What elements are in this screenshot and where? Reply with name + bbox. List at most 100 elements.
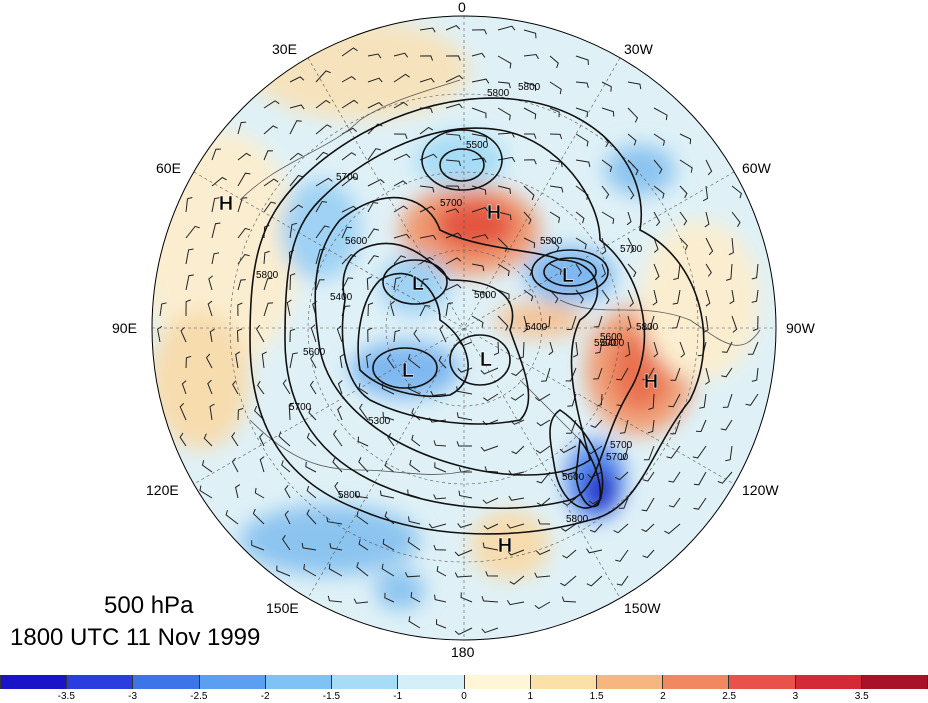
wind-barb bbox=[506, 600, 525, 606]
wind-barb bbox=[653, 341, 659, 358]
colorbar-segment bbox=[265, 675, 333, 689]
wind-barb bbox=[625, 341, 631, 358]
contour-label: 5800 bbox=[636, 322, 659, 333]
wind-barb bbox=[497, 237, 508, 252]
wind-barb bbox=[549, 133, 563, 140]
colorbar-segment bbox=[795, 675, 862, 689]
wind-barb bbox=[341, 76, 356, 83]
wind-barb bbox=[523, 81, 536, 91]
wind-barb bbox=[601, 81, 612, 92]
wind-barb bbox=[289, 328, 296, 343]
wind-barb bbox=[386, 354, 395, 369]
wind-barb bbox=[693, 497, 707, 510]
wind-barb bbox=[408, 383, 421, 395]
wind-barb bbox=[642, 549, 655, 559]
colorbar-tick-label: -3.5 bbox=[57, 691, 75, 702]
wind-barb bbox=[336, 325, 343, 343]
wind-barb bbox=[586, 575, 603, 587]
colorbar-tick-label: 3 bbox=[792, 691, 799, 702]
lon-label-120w: 120W bbox=[742, 482, 779, 498]
wind-barb bbox=[641, 497, 655, 512]
wind-barb bbox=[705, 237, 714, 256]
wind-barb bbox=[705, 367, 710, 385]
lon-label-90w: 90W bbox=[786, 320, 815, 336]
lon-label-90e: 90E bbox=[112, 320, 137, 336]
wind-barb bbox=[341, 176, 359, 187]
lon-label-60e: 60E bbox=[156, 160, 181, 176]
wind-barb bbox=[745, 393, 759, 406]
wind-barb bbox=[259, 456, 265, 473]
wind-barb bbox=[643, 445, 655, 461]
wind-barb bbox=[205, 353, 213, 369]
wind-barb bbox=[301, 542, 317, 551]
wind-barb bbox=[587, 471, 603, 479]
wind-barb bbox=[365, 353, 372, 369]
wind-barb bbox=[601, 159, 613, 173]
contour-label: 5400 bbox=[330, 292, 353, 303]
colorbar-segment bbox=[332, 675, 399, 689]
contour-label: 5700 bbox=[606, 452, 629, 463]
wind-barb bbox=[601, 263, 606, 278]
wind-barb bbox=[419, 77, 435, 83]
wind-barb bbox=[315, 99, 331, 109]
wind-barbs bbox=[157, 25, 759, 635]
wind-barb bbox=[575, 81, 589, 89]
wind-barb bbox=[393, 101, 408, 109]
wind-barb bbox=[618, 497, 629, 509]
pressure-level-caption: 500 hPa bbox=[104, 592, 194, 619]
lon-label-150w: 150W bbox=[624, 600, 661, 616]
wind-barb bbox=[358, 457, 369, 473]
wind-barb bbox=[471, 157, 487, 163]
wind-barb bbox=[384, 592, 395, 603]
wind-barb bbox=[670, 367, 681, 381]
wind-barb bbox=[679, 211, 688, 226]
wind-barb bbox=[670, 419, 681, 435]
wind-barb bbox=[433, 544, 447, 551]
valid-time-caption: 1800 UTC 11 Nov 1999 bbox=[10, 624, 261, 651]
high-pressure-label: H bbox=[219, 193, 233, 215]
wind-barb bbox=[575, 107, 588, 117]
wind-barb bbox=[337, 380, 343, 395]
wind-barb bbox=[679, 341, 686, 358]
wind-barb bbox=[236, 328, 243, 343]
wind-barb bbox=[586, 548, 603, 554]
wind-barb bbox=[225, 509, 239, 525]
wind-barb bbox=[185, 355, 192, 369]
wind-barb bbox=[668, 471, 681, 483]
wind-barb bbox=[235, 484, 241, 499]
wind-barb bbox=[536, 471, 551, 484]
wind-barb bbox=[305, 461, 317, 473]
wind-barb bbox=[235, 351, 241, 369]
wind-barb bbox=[523, 211, 532, 225]
wind-barb bbox=[705, 289, 711, 307]
wind-barb bbox=[679, 133, 692, 145]
wind-barb bbox=[471, 78, 490, 84]
contour-label: 5300 bbox=[368, 416, 391, 427]
wind-barb bbox=[339, 353, 345, 369]
wind-barb bbox=[179, 402, 187, 421]
wind-barb bbox=[315, 279, 325, 291]
wind-barb bbox=[497, 25, 516, 31]
wind-barb bbox=[692, 445, 707, 459]
wind-barb bbox=[419, 55, 434, 61]
wind-barb bbox=[480, 367, 499, 375]
wind-barb bbox=[237, 253, 250, 265]
wind-barb bbox=[751, 289, 759, 303]
wind-barb bbox=[256, 380, 265, 395]
wind-barb bbox=[664, 523, 681, 535]
wind-barb bbox=[482, 419, 499, 426]
wind-barb bbox=[481, 595, 499, 603]
wind-barb bbox=[549, 211, 561, 223]
wind-barb bbox=[536, 419, 551, 427]
wind-barb bbox=[179, 432, 187, 447]
wind-barb bbox=[303, 564, 317, 577]
contour-label: 5800 bbox=[518, 82, 541, 93]
colorbar-segment bbox=[0, 675, 68, 689]
wind-barb bbox=[289, 76, 305, 83]
wind-barb bbox=[419, 27, 436, 33]
colorbar-tick-label: 2 bbox=[660, 691, 666, 702]
wind-barb bbox=[523, 315, 529, 333]
wind-barb bbox=[237, 302, 243, 317]
map-disk: 5800580055005700570055005600540054005700… bbox=[152, 16, 776, 640]
wind-barb bbox=[471, 315, 484, 328]
